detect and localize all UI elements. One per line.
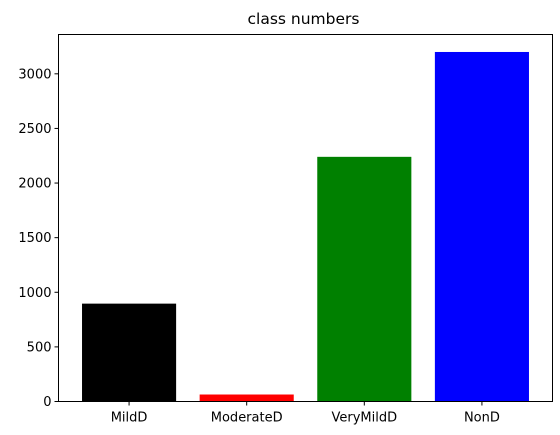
bar-moderated [199, 394, 294, 402]
y-tick-label: 1500 [18, 231, 51, 246]
chart-title: class numbers [248, 10, 360, 28]
x-axis: MildD ModerateD VeryMildD NonD [111, 401, 500, 426]
plot-frame [58, 34, 553, 402]
y-axis: 0 500 1000 1500 2000 2500 3000 [18, 67, 59, 410]
bar-nond [434, 51, 529, 402]
bar-verymildd [317, 156, 412, 402]
bars-group [82, 51, 529, 402]
y-tick-label: 2000 [18, 177, 51, 192]
y-tick-label: 2500 [18, 122, 51, 137]
x-tick-label-moderated: ModerateD [211, 411, 283, 426]
y-tick-label: 3000 [18, 67, 51, 82]
bar-mildd [82, 303, 177, 402]
y-tick-label: 0 [43, 395, 51, 410]
y-tick-label: 1000 [18, 286, 51, 301]
x-tick-label-mildd: MildD [111, 411, 148, 426]
y-tick-label: 500 [27, 340, 52, 355]
x-tick-label-nond: NonD [464, 411, 500, 426]
x-tick-label-verymildd: VeryMildD [331, 411, 397, 426]
